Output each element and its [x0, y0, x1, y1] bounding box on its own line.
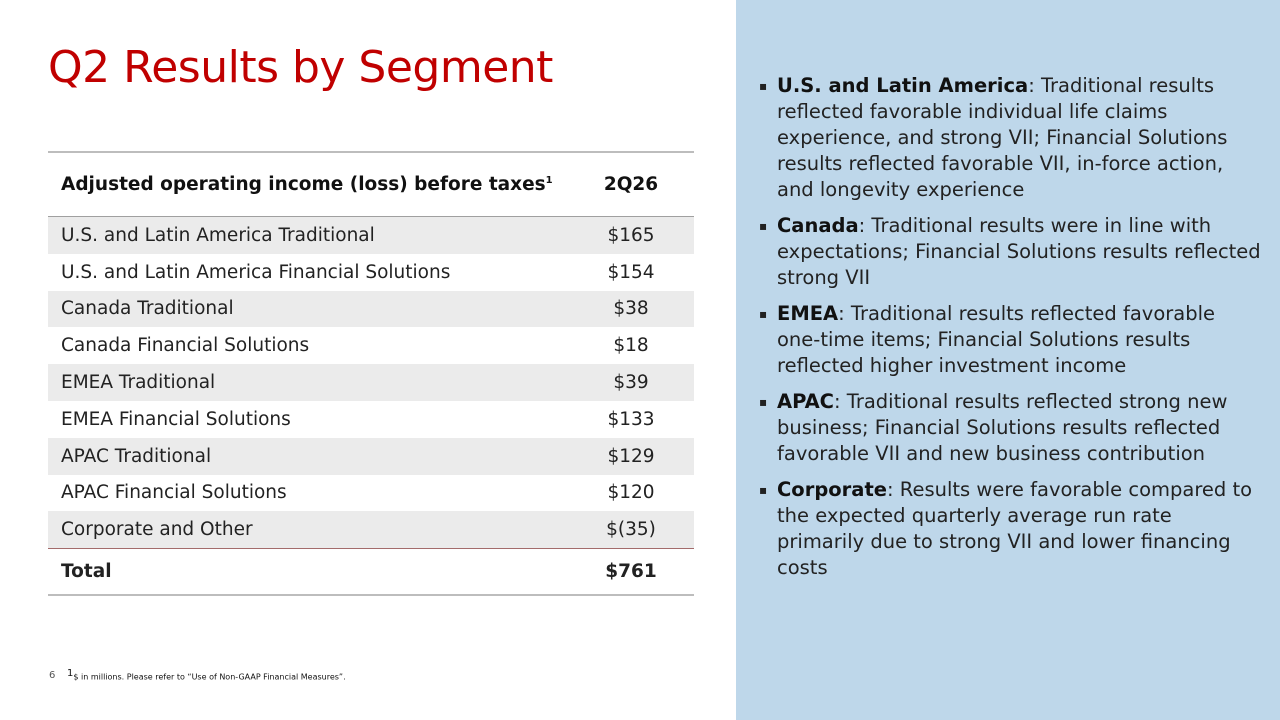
row-value: $(35)	[568, 511, 694, 549]
bullet-text: : Traditional results were in line with …	[777, 214, 1261, 289]
total-label: Total	[61, 561, 112, 583]
row-label: Canada Traditional	[48, 290, 568, 328]
table-row: Canada Financial Solutions $18	[48, 327, 694, 364]
row-value: $18	[613, 335, 649, 357]
bullet-icon: ▪	[759, 79, 768, 93]
bullet-text: : Traditional results reflected favorabl…	[777, 74, 1228, 201]
row-value: $154	[607, 261, 655, 283]
bullet-heading: Canada	[777, 214, 859, 237]
page-number: 6	[49, 670, 56, 681]
table-row: Corporate and Other $(35)	[48, 511, 694, 549]
bullet-heading: APAC	[777, 390, 834, 413]
footnote-text: $ in millions. Please refer to “Use of N…	[73, 672, 346, 682]
row-value: $129	[568, 437, 694, 475]
row-label: U.S. and Latin America Traditional	[48, 216, 568, 254]
list-item: ▪ APAC: Traditional results reflected st…	[759, 389, 1264, 467]
table-row: U.S. and Latin America Financial Solutio…	[48, 254, 694, 291]
footnote: 1$ in millions. Please refer to “Use of …	[67, 668, 346, 682]
row-value: $38	[568, 290, 694, 328]
page-title: Q2 Results by Segment	[48, 42, 553, 93]
row-label: EMEA Traditional	[48, 364, 568, 401]
list-item: ▪ EMEA: Traditional results reflected fa…	[759, 301, 1264, 379]
table-row: APAC Traditional $129	[48, 437, 694, 475]
row-label: APAC Traditional	[48, 437, 568, 475]
row-label: EMEA Financial Solutions	[61, 408, 291, 430]
bullet-icon: ▪	[759, 219, 768, 233]
header-period: 2Q26	[603, 174, 659, 195]
bullet-heading: EMEA	[777, 302, 839, 325]
header-label: Adjusted operating income (loss) before …	[61, 174, 553, 195]
list-item: ▪ Corporate: Results were favorable comp…	[759, 477, 1264, 581]
bullet-text: : Traditional results reflected strong n…	[777, 390, 1228, 465]
row-label: Corporate and Other	[48, 511, 568, 549]
table-top-rule	[48, 151, 694, 153]
list-item: ▪ U.S. and Latin America: Traditional re…	[759, 73, 1264, 203]
row-label: U.S. and Latin America Financial Solutio…	[61, 261, 451, 283]
footnote-marker: 1	[545, 174, 553, 186]
bullet-text: : Results were favorable compared to the…	[777, 478, 1253, 579]
table-row: EMEA Traditional $39	[48, 364, 694, 401]
bullet-heading: Corporate	[777, 478, 888, 501]
bullet-heading: U.S. and Latin America	[777, 74, 1029, 97]
commentary-list: ▪ U.S. and Latin America: Traditional re…	[759, 73, 1264, 591]
row-value: $165	[568, 216, 694, 254]
row-label: Canada Financial Solutions	[61, 335, 310, 357]
table-header-row: Adjusted operating income (loss) before …	[48, 153, 694, 217]
table-row: U.S. and Latin America Traditional $165	[48, 216, 694, 254]
list-item: ▪ Canada: Traditional results were in li…	[759, 213, 1264, 291]
row-value: $39	[568, 364, 694, 401]
total-value: $761	[605, 561, 657, 583]
bullet-text: : Traditional results reflected favorabl…	[777, 302, 1216, 377]
table-total-row: Total $761	[48, 548, 694, 596]
row-value: $120	[607, 482, 655, 504]
table-row: Canada Traditional $38	[48, 290, 694, 328]
table-row: APAC Financial Solutions $120	[48, 475, 694, 512]
bullet-icon: ▪	[759, 395, 768, 409]
table-row: EMEA Financial Solutions $133	[48, 401, 694, 438]
row-value: $133	[607, 408, 655, 430]
footnote-sup: 1	[67, 668, 74, 679]
bullet-icon: ▪	[759, 307, 768, 321]
commentary-panel	[736, 0, 1280, 720]
bullet-icon: ▪	[759, 483, 768, 497]
row-label: APAC Financial Solutions	[61, 482, 287, 504]
segment-results-table: Adjusted operating income (loss) before …	[48, 151, 694, 596]
